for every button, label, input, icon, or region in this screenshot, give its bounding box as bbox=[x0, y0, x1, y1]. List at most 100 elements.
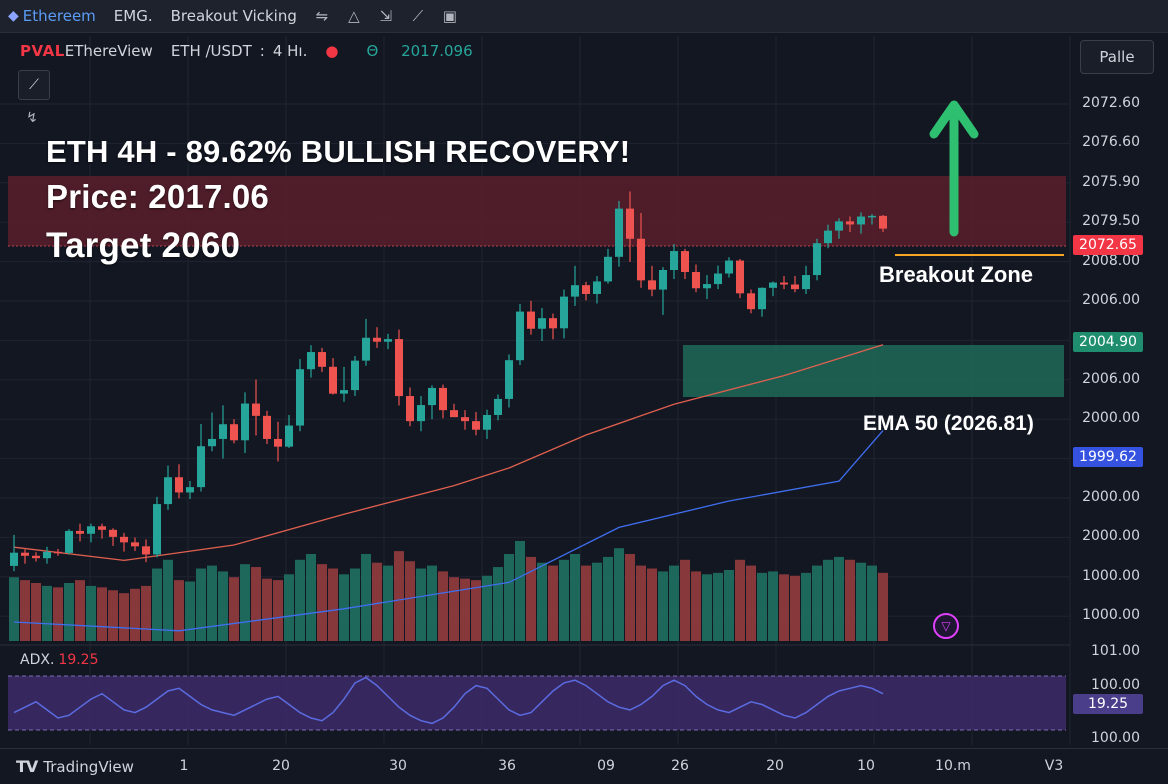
volume-bar bbox=[438, 571, 448, 641]
y-tick: 2008.00 bbox=[1082, 253, 1140, 269]
candle-body bbox=[505, 360, 513, 399]
volume-bar bbox=[306, 554, 316, 641]
tradingview-logo[interactable]: TV TradingView bbox=[16, 757, 134, 776]
x-tick: 36 bbox=[498, 758, 516, 774]
candle-body bbox=[175, 477, 183, 493]
symbol-price: Θ 2017.096 bbox=[348, 42, 472, 60]
volume-bar bbox=[713, 572, 723, 641]
arrows-icon[interactable]: ⇲ bbox=[379, 7, 393, 25]
y-tick: 2072.60 bbox=[1082, 95, 1140, 111]
adx-path bbox=[13, 676, 884, 725]
candle-body bbox=[472, 421, 480, 430]
candle-body bbox=[692, 271, 700, 289]
candle-body bbox=[98, 526, 106, 530]
volume-bar bbox=[471, 580, 481, 641]
symbol-bar: PVAL EThereView ETH /USDT : 4 Hı. ● Θ 20… bbox=[0, 36, 1060, 66]
candle-body bbox=[131, 542, 139, 547]
candle-body bbox=[538, 318, 546, 329]
candle-body bbox=[780, 282, 788, 285]
ethereum-icon: ◆ bbox=[8, 8, 19, 24]
source-name[interactable]: EThereView bbox=[64, 42, 153, 60]
symbol-separator: : bbox=[259, 42, 265, 60]
volume-bar bbox=[647, 568, 657, 641]
volume-bar bbox=[262, 578, 272, 641]
adx-value: 19.25 bbox=[58, 652, 99, 668]
brand-menu[interactable]: ◆ Ethereem bbox=[0, 0, 105, 33]
volume-bar bbox=[735, 559, 745, 641]
swap-icon[interactable]: ⇋ bbox=[315, 7, 329, 25]
candle-body bbox=[725, 260, 733, 274]
volume-bar bbox=[504, 554, 514, 641]
draw-tool-icon[interactable]: ↯ bbox=[26, 110, 38, 126]
candle-body bbox=[10, 552, 18, 566]
volume-bar bbox=[372, 562, 382, 641]
candle-body bbox=[197, 446, 205, 488]
candles bbox=[10, 191, 887, 572]
volume-bar bbox=[493, 567, 503, 641]
candle-body bbox=[824, 230, 832, 244]
symbol-pair[interactable]: ETH /USDT bbox=[170, 42, 252, 60]
y-tick: 2076.60 bbox=[1082, 134, 1140, 150]
candle-body bbox=[76, 530, 84, 534]
ema-lines bbox=[13, 344, 884, 632]
document-icon[interactable]: ▣ bbox=[442, 7, 457, 25]
volume-bars bbox=[9, 540, 888, 641]
candle-body bbox=[120, 536, 128, 543]
volume-bar bbox=[878, 572, 888, 641]
volume-bar bbox=[152, 568, 162, 641]
candle-body bbox=[208, 438, 216, 447]
candle-body bbox=[637, 238, 645, 281]
x-tick: 20 bbox=[272, 758, 290, 774]
volume-bar bbox=[691, 571, 701, 641]
volume-bar bbox=[592, 562, 602, 641]
y-tick: 2006.00 bbox=[1082, 371, 1140, 387]
symbol-interval[interactable]: 4 Hı. bbox=[272, 42, 308, 60]
candle-body bbox=[241, 403, 249, 441]
volume-bar bbox=[207, 565, 217, 641]
volume-bar bbox=[185, 581, 195, 641]
palette-button[interactable]: Palle bbox=[1080, 40, 1154, 74]
y-tick: 2000.00 bbox=[1082, 489, 1140, 505]
toolbar-item-emg[interactable]: EMG. bbox=[113, 7, 153, 25]
candle-body bbox=[516, 311, 524, 361]
triangle-icon[interactable]: △ bbox=[348, 7, 360, 25]
volume-bar bbox=[317, 564, 327, 641]
candle-body bbox=[340, 390, 348, 394]
volume-bar bbox=[108, 590, 118, 641]
volume-bar bbox=[845, 559, 855, 641]
volume-bar bbox=[64, 583, 74, 641]
adx-value-badge: 19.25 bbox=[1073, 694, 1143, 714]
adx-legend[interactable]: ADX. 19.25 bbox=[20, 652, 99, 668]
candle-body bbox=[604, 256, 612, 282]
candle-body bbox=[714, 273, 722, 285]
volume-bar bbox=[130, 588, 140, 641]
volume-bar bbox=[251, 567, 261, 641]
x-tick: 26 bbox=[671, 758, 689, 774]
volume-bar bbox=[680, 559, 690, 641]
time-axis[interactable]: TV TradingView 1 20 30 36 09 26 20 10 10.… bbox=[0, 748, 1168, 784]
volume-bar bbox=[284, 574, 294, 641]
volume-bar bbox=[603, 556, 613, 641]
volume-bar bbox=[482, 575, 492, 641]
volume-bar bbox=[9, 577, 19, 641]
candle-body bbox=[142, 546, 150, 555]
candle-body bbox=[318, 352, 326, 367]
x-tick: 30 bbox=[389, 758, 407, 774]
adx-band bbox=[8, 676, 1066, 730]
candle-body bbox=[307, 352, 315, 370]
volume-bar bbox=[559, 559, 569, 641]
volume-bar bbox=[196, 568, 206, 641]
candle-body bbox=[615, 208, 623, 257]
volume-bar bbox=[240, 564, 250, 641]
candle-body bbox=[813, 243, 821, 276]
toolbar-item-breakout[interactable]: Breakout Vicking bbox=[170, 7, 297, 25]
chart-type-icon[interactable]: ⟋ bbox=[18, 70, 50, 100]
price-prefix-icon: Θ bbox=[366, 42, 379, 60]
volume-bar bbox=[383, 565, 393, 641]
volume-bar bbox=[658, 571, 668, 641]
candle-body bbox=[54, 551, 62, 554]
draw-icon[interactable]: ⟋ bbox=[412, 7, 424, 25]
candle-body bbox=[736, 260, 744, 294]
replay-icon[interactable]: ▽ bbox=[933, 613, 959, 639]
